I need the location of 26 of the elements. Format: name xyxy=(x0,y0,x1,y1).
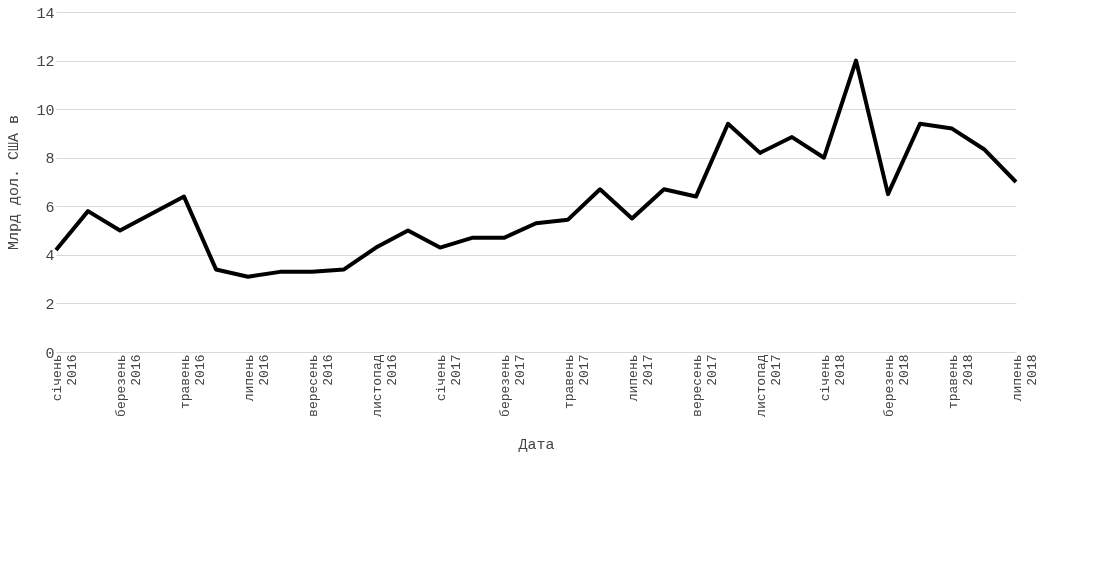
y-tick-label: 4 xyxy=(45,248,55,266)
y-tick-label: 12 xyxy=(36,54,55,72)
y-tick-label: 0 xyxy=(45,345,55,363)
x-tick-label: травень 2018 xyxy=(945,354,976,410)
y-axis-title: Млрд дол. США в xyxy=(6,114,24,251)
x-tick-label: березень 2016 xyxy=(113,354,144,417)
x-tick-label: березень 2018 xyxy=(881,354,912,417)
y-tick-label: 10 xyxy=(36,102,55,120)
line-series xyxy=(54,58,1018,279)
x-tick-label: вересень 2017 xyxy=(689,354,720,417)
x-tick-label: липень 2016 xyxy=(241,354,272,402)
y-tick-label: 14 xyxy=(36,5,55,23)
y-tick-label: 6 xyxy=(45,199,55,217)
x-tick-label: травень 2017 xyxy=(561,354,592,410)
x-tick-label: листопад 2017 xyxy=(753,354,784,417)
x-tick-label: вересень 2016 xyxy=(305,354,336,417)
y-tick-label: 2 xyxy=(45,296,55,314)
y-tick-label: 8 xyxy=(45,151,55,169)
x-tick-label: листопад 2016 xyxy=(369,354,400,417)
x-tick-label: травень 2016 xyxy=(177,354,208,410)
x-axis-title: Дата xyxy=(518,436,555,454)
x-tick-label: липень 2017 xyxy=(625,354,656,402)
x-tick-label: січень 2017 xyxy=(433,354,464,402)
x-tick-label: березень 2017 xyxy=(497,354,528,417)
x-tick-label: липень 2018 xyxy=(1009,354,1040,402)
x-tick-label: січень 2018 xyxy=(817,354,848,402)
